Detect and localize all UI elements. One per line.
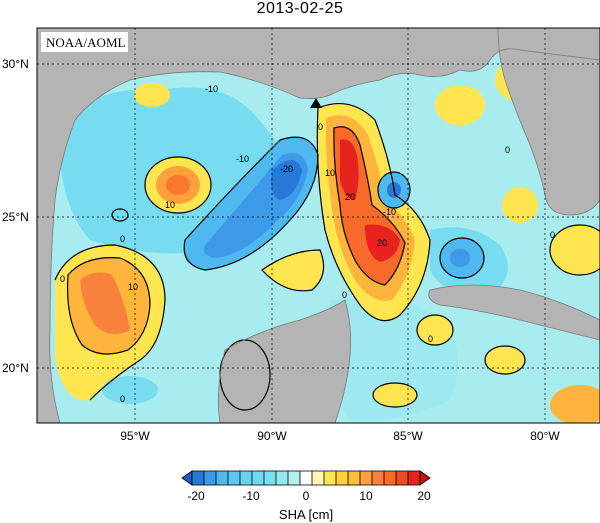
- contour-label: 0: [428, 334, 433, 344]
- colorbar-outline: [191, 470, 421, 486]
- lat-label-20n: 20°N: [2, 361, 29, 375]
- lon-label-90w: 90°W: [257, 429, 287, 443]
- colorbar-swatch: [252, 471, 264, 485]
- contour-label: 10: [325, 168, 335, 178]
- colorbar-swatch: [204, 471, 216, 485]
- positive-anomaly-region: [502, 187, 538, 223]
- land-cuba: [428, 285, 600, 340]
- positive-anomaly-region: [373, 383, 417, 407]
- positive-anomaly-peak: [365, 224, 400, 262]
- colorbar-swatch: [408, 471, 420, 485]
- negative-anomaly-region: [102, 376, 158, 404]
- contour-label: 0: [550, 230, 555, 240]
- colorbar-min-arrow: [181, 470, 193, 486]
- colorbar-swatch: [240, 471, 252, 485]
- contour-line: [439, 237, 485, 279]
- contour-line: [183, 136, 319, 271]
- contour-label: 20: [345, 192, 355, 202]
- colorbar-swatch: [192, 471, 204, 485]
- contour-label: 10: [128, 282, 138, 292]
- colorbar-swatch: [384, 471, 396, 485]
- contour-label: 0: [120, 234, 125, 244]
- graticule: [37, 28, 600, 423]
- contour-label: -20: [280, 164, 293, 174]
- colorbar-swatch: [348, 471, 360, 485]
- land-north-america: [37, 28, 600, 423]
- contour-labels: -10 10 0 -10 -20 10 20 0 -10 20 0 10 0 0…: [60, 84, 555, 404]
- contour-label: 0: [318, 122, 323, 132]
- contour-line: [377, 171, 411, 209]
- colorbar-tick: -10: [242, 489, 260, 503]
- contour-label: 0: [342, 290, 347, 300]
- positive-anomaly-region: [435, 85, 485, 125]
- colorbar-max-arrow: [419, 470, 431, 486]
- colorbar-tick: 0: [303, 489, 310, 503]
- colorbar-swatch: [276, 471, 288, 485]
- contour-line: [333, 126, 406, 286]
- colorbar-swatch: [324, 471, 336, 485]
- source-label-box: [41, 32, 128, 52]
- map-title: 2013-02-25: [256, 0, 344, 17]
- contour-line: [66, 257, 151, 355]
- lat-label-30n: 30°N: [2, 57, 29, 71]
- colorbar-swatch: [360, 471, 372, 485]
- land-yucatan: [218, 300, 351, 423]
- colorbar-swatch: [300, 471, 312, 485]
- colorbar-tick: 10: [359, 489, 373, 503]
- colorbar-swatch: [336, 471, 348, 485]
- contour-line: [416, 314, 454, 346]
- positive-anomaly-region: [550, 385, 600, 423]
- contour-label: 20: [377, 238, 387, 248]
- lon-label-85w: 85°W: [393, 429, 423, 443]
- source-label: NOAA/AOML: [46, 35, 126, 50]
- coastlines: [49, 28, 600, 423]
- colorbar-swatch: [228, 471, 240, 485]
- contour-label: 0: [120, 394, 125, 404]
- contour-line: [372, 382, 418, 408]
- positive-anomaly-region: [262, 250, 324, 291]
- contour-label: 0: [60, 274, 65, 284]
- contour-label: 10: [165, 200, 175, 210]
- colorbar-swatch: [288, 471, 300, 485]
- colorbar-tick: 20: [417, 489, 431, 503]
- colorbar-label: SHA [cm]: [279, 507, 333, 522]
- contour-line: [144, 156, 212, 214]
- contour-line: [549, 224, 600, 276]
- lon-label-95w: 95°W: [120, 429, 150, 443]
- contour-line: [484, 345, 526, 375]
- contour-line: [111, 208, 129, 222]
- colorbar-tick: -20: [187, 489, 205, 503]
- contour-line: [261, 249, 325, 292]
- positive-anomaly-peak: [340, 139, 359, 200]
- contour-label: -10: [383, 207, 396, 217]
- lat-label-25n: 25°N: [2, 210, 29, 224]
- colorbar-swatch: [396, 471, 408, 485]
- positive-anomaly-region: [485, 346, 525, 374]
- negative-anomaly-peak: [271, 160, 302, 200]
- colorbar: -20 -10 0 10 20 SHA [cm]: [181, 470, 431, 522]
- contour-label: 0: [505, 145, 510, 155]
- positive-anomaly-region: [134, 83, 170, 107]
- lon-label-80w: 80°W: [530, 429, 560, 443]
- negative-anomaly-peak: [450, 249, 470, 267]
- positive-anomaly-peak: [80, 272, 130, 334]
- colorbar-swatch: [264, 471, 276, 485]
- map-field: -10 10 0 -10 -20 10 20 0 -10 20 0 10 0 0…: [37, 28, 600, 423]
- land-florida: [498, 28, 600, 215]
- contour-line: [54, 244, 166, 401]
- colorbar-swatch: [216, 471, 228, 485]
- contour-line: [316, 102, 431, 322]
- positive-anomaly-peak: [166, 175, 190, 195]
- map-frame: [36, 27, 600, 424]
- colorbar-swatch: [372, 471, 384, 485]
- positive-anomaly-region: [550, 225, 600, 275]
- colorbar-swatch: [312, 471, 324, 485]
- contour-label: -10: [236, 154, 249, 164]
- location-marker-icon: [310, 98, 322, 108]
- contour-label: -10: [205, 84, 218, 94]
- positive-anomaly-region: [417, 315, 453, 345]
